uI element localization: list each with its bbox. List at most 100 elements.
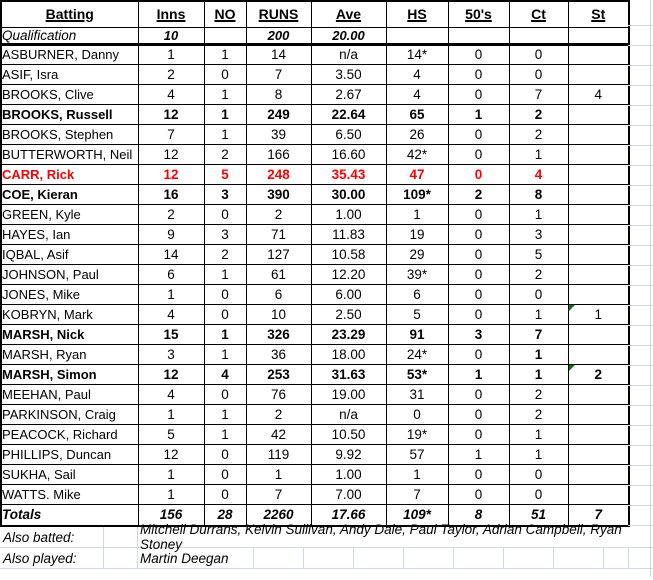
stat-cell-ct[interactable]: 2	[508, 383, 569, 405]
stat-cell-runs[interactable]: 8	[245, 83, 312, 105]
stat-cell-runs[interactable]: 326	[245, 323, 312, 345]
stat-cell-inns[interactable]: 4	[137, 83, 205, 105]
stat-cell-inns[interactable]: 4	[137, 383, 205, 405]
stat-cell-ct[interactable]: 2	[508, 103, 569, 125]
stat-cell-st[interactable]	[567, 283, 630, 305]
stat-cell-no[interactable]: 1	[203, 263, 247, 285]
stat-cell-ave[interactable]: 2.67	[310, 83, 387, 105]
stat-cell-fifties[interactable]: 1	[447, 103, 510, 125]
stat-cell-ct[interactable]: 0	[508, 483, 569, 505]
stat-cell-ct[interactable]: 0	[508, 43, 569, 65]
stat-cell-ct[interactable]: 2	[508, 123, 569, 145]
stat-cell-ave[interactable]: 3.50	[310, 63, 387, 85]
stat-cell-ave[interactable]: 19.00	[310, 383, 387, 405]
stat-cell-hs[interactable]: 6	[385, 283, 449, 305]
player-name-cell[interactable]: IQBAL, Asif	[0, 243, 139, 265]
stat-cell-runs[interactable]: 249	[245, 103, 312, 125]
stat-cell-ave[interactable]: 9.92	[310, 443, 387, 465]
totals-hs[interactable]: 109*	[385, 503, 449, 527]
stat-cell-ave[interactable]: 7.00	[310, 483, 387, 505]
stat-cell-fifties[interactable]: 0	[447, 263, 510, 285]
stat-cell-hs[interactable]: 26	[385, 123, 449, 145]
stat-cell-runs[interactable]: 127	[245, 243, 312, 265]
player-name-cell[interactable]: PARKINSON, Craig	[0, 403, 139, 425]
totals-no[interactable]: 28	[203, 503, 247, 527]
stat-cell-st[interactable]: 2	[567, 363, 630, 385]
qualification-runs[interactable]: 200	[245, 26, 312, 46]
stat-cell-ave[interactable]: 11.83	[310, 223, 387, 245]
qualification-st[interactable]	[567, 26, 630, 46]
col-header-st[interactable]: St	[567, 0, 630, 28]
stat-cell-ave[interactable]: 6.50	[310, 123, 387, 145]
stat-cell-st[interactable]	[567, 163, 630, 185]
stat-cell-fifties[interactable]: 0	[447, 63, 510, 85]
stat-cell-st[interactable]	[567, 183, 630, 205]
stat-cell-st[interactable]	[567, 263, 630, 285]
stat-cell-no[interactable]: 2	[203, 243, 247, 265]
qualification-no[interactable]	[203, 26, 247, 46]
stat-cell-ave[interactable]: 23.29	[310, 323, 387, 345]
stat-cell-inns[interactable]: 4	[137, 303, 205, 325]
col-header-inns[interactable]: Inns	[137, 0, 205, 28]
stat-cell-inns[interactable]: 6	[137, 263, 205, 285]
stat-cell-inns[interactable]: 12	[137, 103, 205, 125]
stat-cell-ave[interactable]: n/a	[310, 403, 387, 425]
player-name-cell[interactable]: BROOKS, Clive	[0, 83, 139, 105]
stat-cell-runs[interactable]: 42	[245, 423, 312, 445]
stat-cell-fifties[interactable]: 0	[447, 403, 510, 425]
stat-cell-st[interactable]	[567, 43, 630, 65]
stat-cell-ave[interactable]: 10.58	[310, 243, 387, 265]
stat-cell-inns[interactable]: 16	[137, 183, 205, 205]
stat-cell-inns[interactable]: 1	[137, 483, 205, 505]
stat-cell-hs[interactable]: 0	[385, 403, 449, 425]
stat-cell-ave[interactable]: 6.00	[310, 283, 387, 305]
col-header-batting[interactable]: Batting	[0, 0, 139, 28]
stat-cell-hs[interactable]: 4	[385, 83, 449, 105]
stat-cell-no[interactable]: 1	[203, 403, 247, 425]
totals-runs[interactable]: 2260	[245, 503, 312, 527]
stat-cell-ave[interactable]: 22.64	[310, 103, 387, 125]
player-name-cell[interactable]: ASIF, Isra	[0, 63, 139, 85]
stat-cell-fifties[interactable]: 0	[447, 203, 510, 225]
stat-cell-fifties[interactable]: 0	[447, 163, 510, 185]
stat-cell-ct[interactable]: 2	[508, 403, 569, 425]
stat-cell-fifties[interactable]: 0	[447, 123, 510, 145]
stat-cell-runs[interactable]: 39	[245, 123, 312, 145]
stat-cell-runs[interactable]: 76	[245, 383, 312, 405]
stat-cell-fifties[interactable]: 0	[447, 243, 510, 265]
stat-cell-no[interactable]: 0	[203, 383, 247, 405]
player-name-cell[interactable]: GREEN, Kyle	[0, 203, 139, 225]
col-header-runs[interactable]: RUNS	[245, 0, 312, 28]
stat-cell-inns[interactable]: 12	[137, 143, 205, 165]
stat-cell-no[interactable]: 0	[203, 443, 247, 465]
qualification-ave[interactable]: 20.00	[310, 26, 387, 46]
stat-cell-no[interactable]: 1	[203, 343, 247, 365]
player-name-cell[interactable]: WATTS. Mike	[0, 483, 139, 505]
stat-cell-ave[interactable]: 10.50	[310, 423, 387, 445]
stat-cell-no[interactable]: 1	[203, 423, 247, 445]
stat-cell-st[interactable]	[567, 483, 630, 505]
stat-cell-inns[interactable]: 12	[137, 363, 205, 385]
stat-cell-hs[interactable]: 31	[385, 383, 449, 405]
stat-cell-runs[interactable]: 119	[245, 443, 312, 465]
totals-ave[interactable]: 17.66	[310, 503, 387, 527]
stat-cell-ct[interactable]: 1	[508, 423, 569, 445]
stat-cell-fifties[interactable]: 2	[447, 183, 510, 205]
stat-cell-ct[interactable]: 7	[508, 323, 569, 345]
stat-cell-st[interactable]	[567, 343, 630, 365]
stat-cell-inns[interactable]: 2	[137, 63, 205, 85]
stat-cell-ct[interactable]: 1	[508, 143, 569, 165]
stat-cell-fifties[interactable]: 0	[447, 383, 510, 405]
stat-cell-ct[interactable]: 0	[508, 283, 569, 305]
stat-cell-st[interactable]	[567, 63, 630, 85]
stat-cell-no[interactable]: 1	[203, 83, 247, 105]
qualification-label[interactable]: Qualification	[0, 26, 139, 46]
player-name-cell[interactable]: JOHNSON, Paul	[0, 263, 139, 285]
qualification-fifties[interactable]	[447, 26, 510, 46]
stat-cell-ct[interactable]: 3	[508, 223, 569, 245]
stat-cell-inns[interactable]: 1	[137, 463, 205, 485]
stat-cell-no[interactable]: 5	[203, 163, 247, 185]
stat-cell-st[interactable]	[567, 203, 630, 225]
stat-cell-st[interactable]	[567, 403, 630, 425]
stat-cell-inns[interactable]: 3	[137, 343, 205, 365]
